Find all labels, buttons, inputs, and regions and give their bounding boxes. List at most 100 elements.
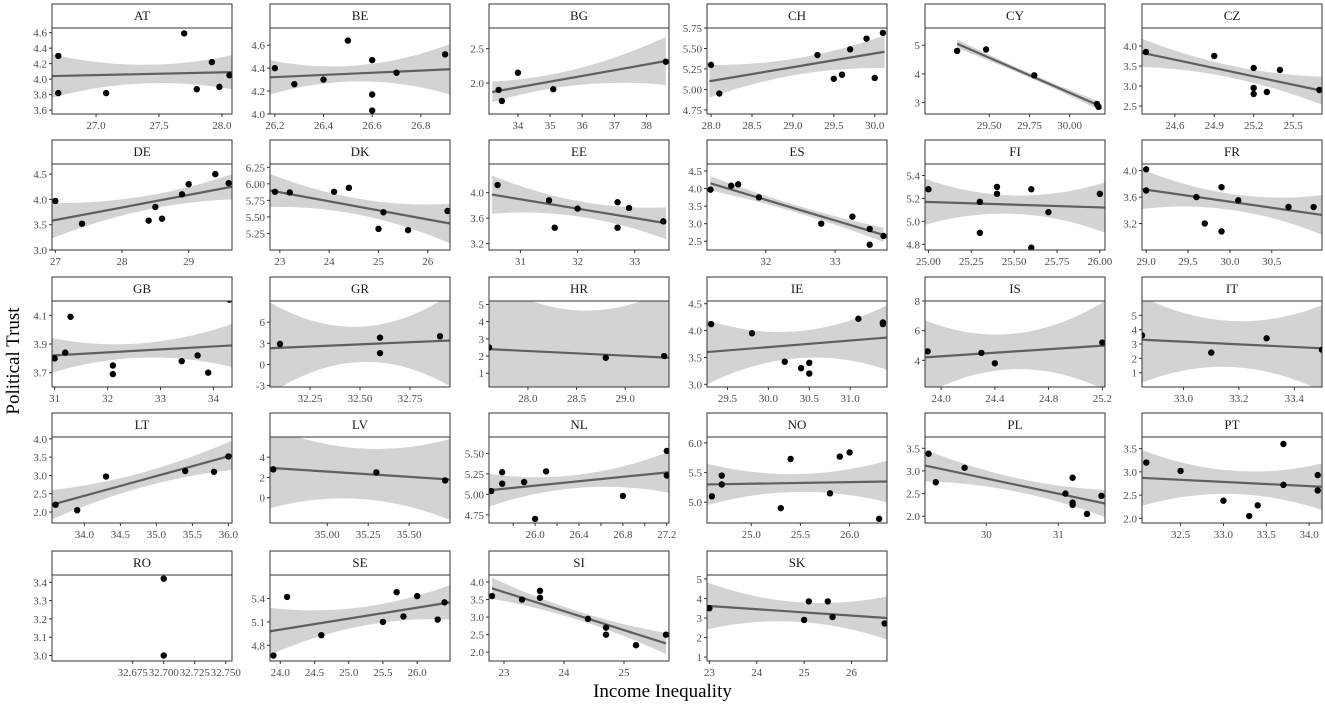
data-point-si-7 (602, 624, 610, 631)
data-point-es-6 (849, 213, 856, 220)
data-point-cz-2 (1211, 52, 1218, 60)
x-tick-label-ie-4: 31.0 (841, 393, 861, 405)
x-tick-label-it-1: 33.0 (1174, 393, 1194, 405)
y-tick-label-no-3: 6.0 (688, 438, 702, 450)
panel-hr: HR 1 2 3 4 5 28.0 28.5 29.0 (479, 276, 670, 405)
data-point-no-1 (708, 493, 716, 500)
plot-area-fr (1142, 166, 1322, 235)
panel-border-pt (1141, 436, 1323, 524)
strip-cy (924, 3, 1106, 29)
data-point-be-5 (368, 56, 376, 64)
x-tick-label-ch-1: 28.0 (701, 120, 721, 132)
y-tick-label-nl-2: 5.00 (465, 489, 485, 501)
y-tick-label-ro-1: 3.0 (33, 651, 47, 663)
y-tick-label-ie-1: 3.0 (688, 379, 702, 391)
y-tick-label-pl-4: 3.5 (906, 443, 920, 455)
fit-line-se (270, 601, 450, 633)
data-point-es-8 (866, 241, 873, 248)
strip-label-fr: FR (1224, 144, 1240, 159)
data-point-pt-8 (1314, 487, 1321, 494)
x-tick-label-fi-1: 25.00 (916, 256, 941, 268)
y-tick-label-ch-5: 5.75 (683, 23, 703, 35)
y-tick-label-fi-4: 5.4 (906, 170, 920, 182)
x-tick-label-cy-3: 30.00 (1057, 120, 1082, 132)
y-tick-label-pl-3: 3.0 (906, 466, 920, 478)
x-tick-label-de-3: 29 (183, 256, 195, 268)
y-tick-label-bg-2: 2.5 (470, 44, 484, 56)
x-tick-label-nl-4: 26.4 (569, 529, 589, 541)
data-point-cy-3 (1031, 72, 1038, 79)
x-tick-label-de-2: 28 (117, 256, 129, 268)
y-tick-label-nl-3: 5.25 (465, 469, 485, 481)
strip-label-pt: PT (1224, 417, 1239, 432)
data-point-dk-2 (286, 189, 293, 196)
data-point-it-4 (1318, 346, 1322, 353)
panel-bg: BG 2.0 2.5 34 35 36 37 38 (470, 3, 670, 132)
data-point-se-6 (400, 613, 407, 620)
data-point-be-9 (441, 51, 449, 58)
x-tick-label-lt-4: 35.0 (147, 529, 167, 541)
strip-gb (51, 276, 233, 302)
x-tick-label-fr-4: 30.5 (1262, 256, 1282, 268)
panel-border-se (269, 574, 451, 662)
plot-area-ro (160, 575, 167, 659)
panel-ch: CH 4.75 5.00 5.25 5.50 5.75 28.0 28.5 29.0 29.5 30… (683, 3, 888, 132)
x-tick-label-es-1: 32 (760, 256, 771, 268)
fit-line-ch (709, 50, 885, 83)
x-tick-label-sk-4: 26 (846, 667, 858, 679)
x-tick-label-si-3: 25 (619, 667, 631, 679)
data-point-nl-5 (531, 515, 539, 523)
x-tick-label-bg-4: 37 (609, 120, 621, 132)
data-point-si-1 (489, 592, 496, 600)
strip-label-ch: CH (788, 8, 806, 23)
y-tick-label-gb-2: 3.9 (33, 339, 47, 351)
strip-label-bg: BG (570, 8, 588, 23)
data-point-cz-3 (1250, 64, 1257, 72)
strip-de (51, 139, 233, 165)
x-tick-label-at-1: 27.0 (86, 120, 106, 132)
plot-area-at (52, 30, 232, 98)
strip-si (488, 550, 670, 576)
y-tick-label-hr-2: 2 (479, 351, 485, 363)
data-point-nl-4 (520, 478, 528, 486)
panel-border-hr (488, 300, 670, 388)
strip-label-cy: CY (1006, 8, 1025, 23)
strip-label-ro: RO (133, 555, 151, 570)
x-tick-label-be-2: 26.4 (314, 120, 334, 132)
data-point-sk-5 (829, 613, 836, 621)
y-tick-label-es-3: 3.5 (688, 201, 702, 213)
data-point-fr-2 (1142, 187, 1150, 194)
x-tick-label-se-2: 24.5 (305, 667, 325, 679)
panel-dk: DK 5.25 5.50 5.75 6.00 6.25 23 24 25 26 (246, 139, 451, 268)
panel-de: DE 3.0 3.5 4.0 4.5 27 28 29 (33, 139, 233, 268)
plot-area-se (270, 585, 450, 659)
panel-pt: PT 2.0 2.5 3.0 3.5 32.5 33.0 33.5 34.0 (1123, 412, 1323, 541)
data-point-hr-2 (602, 354, 609, 361)
panel-border-lv (269, 436, 451, 524)
panel-border-es (706, 163, 888, 251)
fit-line-cy (956, 42, 1100, 107)
data-point-fr-7 (1235, 197, 1242, 204)
panel-border-at (51, 27, 233, 115)
panel-ro: RO 3.0 3.1 3.2 3.3 3.4 32.675 32.700 32.725 32.75… (33, 550, 241, 679)
strip-label-dk: DK (351, 144, 370, 159)
data-point-fr-9 (1310, 203, 1317, 211)
confidence-band-pt (1142, 450, 1322, 510)
x-tick-label-sk-3: 25 (799, 667, 811, 679)
fit-line-pl (925, 464, 1105, 505)
data-point-nl-9 (663, 472, 669, 479)
y-tick-label-cy-2: 4 (915, 69, 921, 81)
strip-label-hr: HR (570, 281, 588, 296)
data-point-be-7 (368, 107, 376, 114)
data-point-de-2 (78, 220, 86, 227)
fit-line-lt (52, 454, 232, 506)
data-point-gb-2 (62, 349, 69, 356)
x-tick-label-gb-4: 34 (208, 393, 220, 405)
strip-hr (488, 276, 670, 302)
data-point-ee-4 (574, 205, 581, 212)
data-point-fi-2 (976, 198, 984, 206)
y-tick-label-es-4: 4.0 (688, 184, 702, 196)
fit-line-ie (707, 336, 887, 354)
data-point-de-5 (158, 215, 166, 222)
strip-ee (488, 139, 670, 165)
